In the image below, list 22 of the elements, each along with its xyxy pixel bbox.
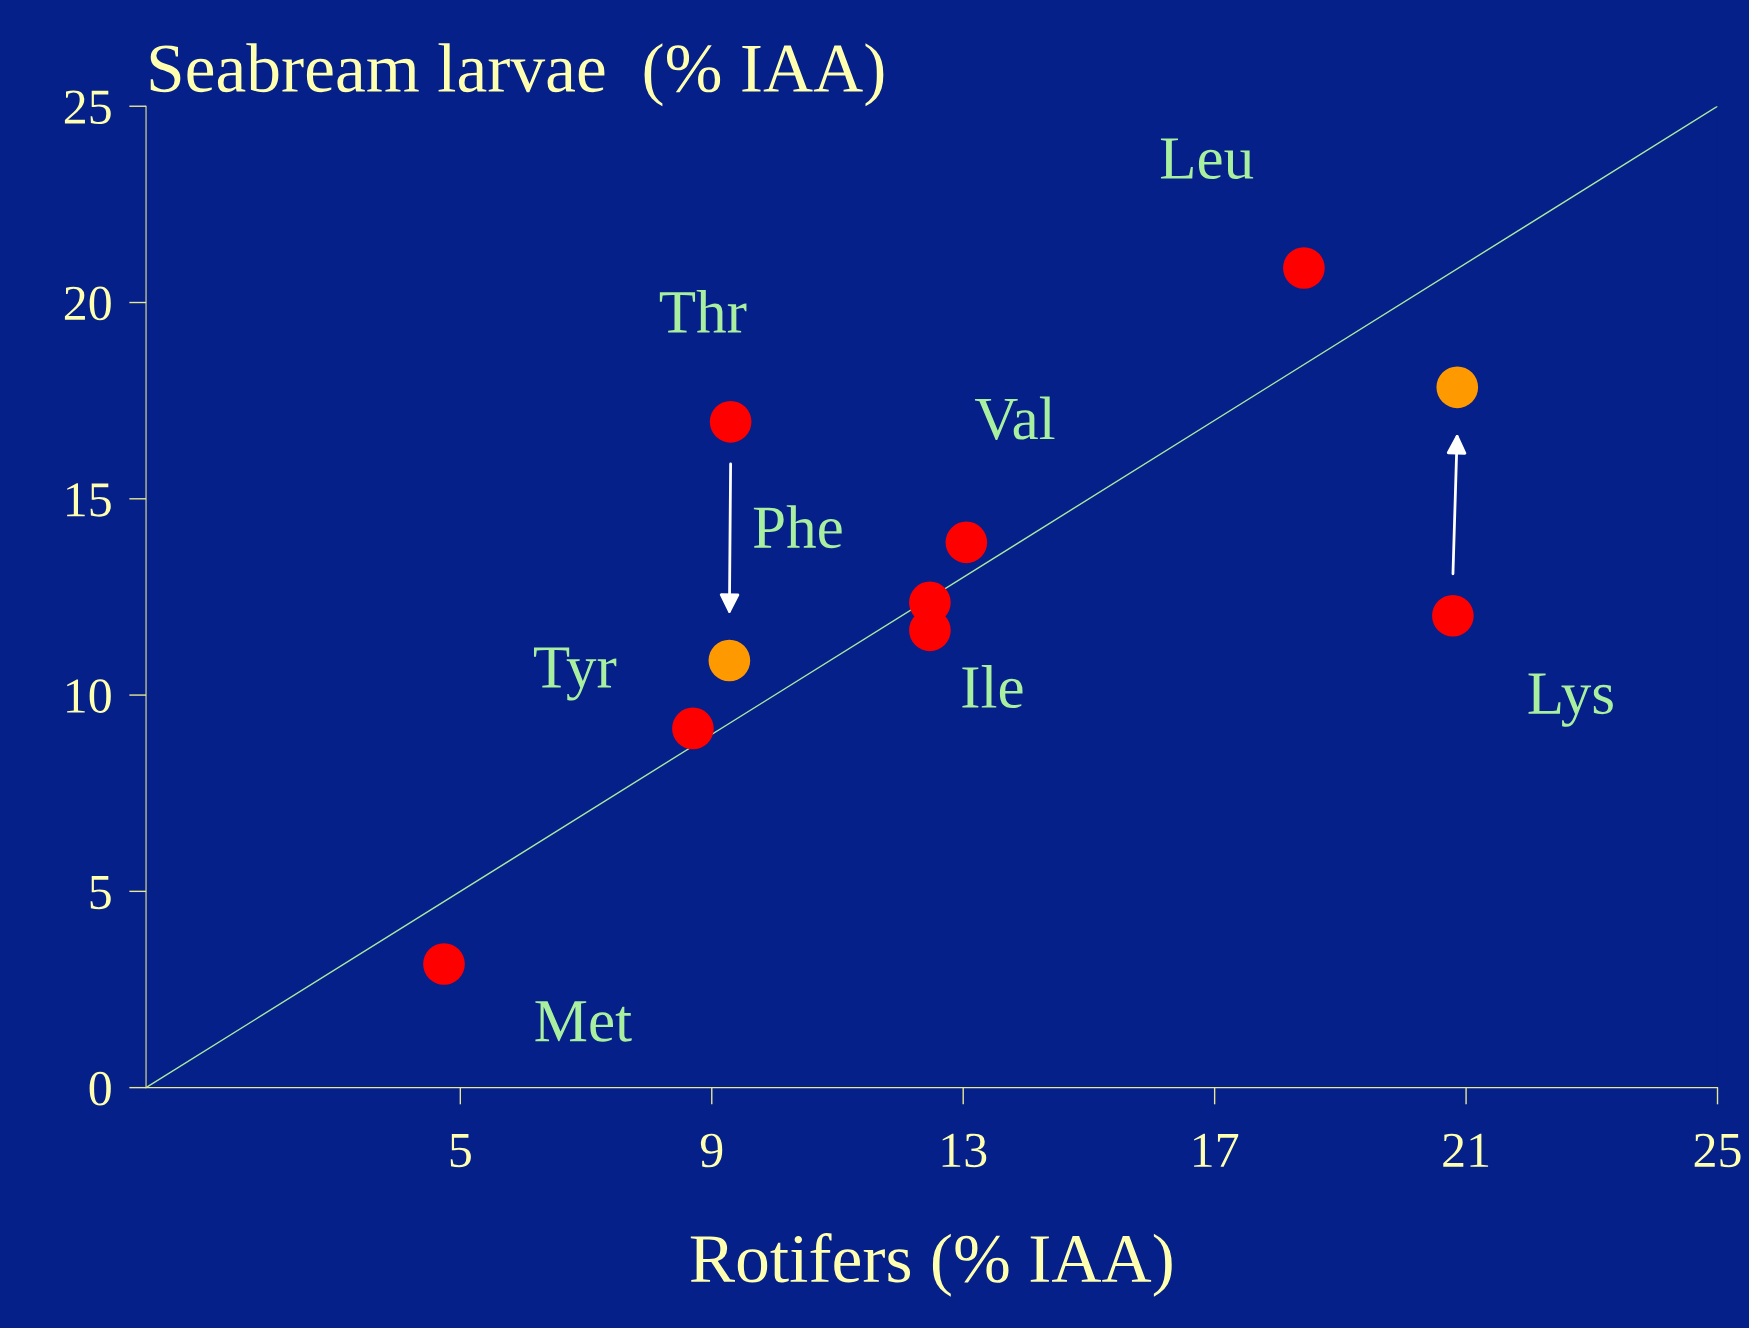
annotation: Val (974, 396, 1055, 440)
y-tick-label: 20 (64, 286, 111, 321)
y-tick-label: 15 (67, 483, 111, 517)
y-tick-label: 0 (89, 1071, 111, 1106)
annotation: Tyr (533, 647, 617, 701)
y-tick-label: 5 (90, 875, 111, 910)
x-tick-label: 5 (450, 1134, 471, 1168)
x-tick-label: 21 (1443, 1133, 1489, 1167)
annotation: Leu (1160, 138, 1254, 180)
x-axis-title: Rotifers (% IAA) (690, 1232, 1172, 1297)
annotation: Met (535, 1001, 632, 1042)
annotation: Ile (962, 665, 1023, 709)
x-tick-label: 17 (1194, 1133, 1239, 1167)
chart-title: Seabream larvae (% IAA) (150, 43, 884, 107)
annotation: Phe (753, 505, 842, 549)
x-tick-label: 13 (942, 1133, 987, 1168)
y-tick-label: 25 (64, 90, 111, 125)
annotation: Thr (659, 289, 747, 333)
x-tick-label: 9 (700, 1133, 723, 1168)
y-tick-label: 10 (67, 679, 111, 713)
annotation: Lys (1528, 673, 1613, 727)
x-tick-label: 25 (1694, 1133, 1741, 1168)
